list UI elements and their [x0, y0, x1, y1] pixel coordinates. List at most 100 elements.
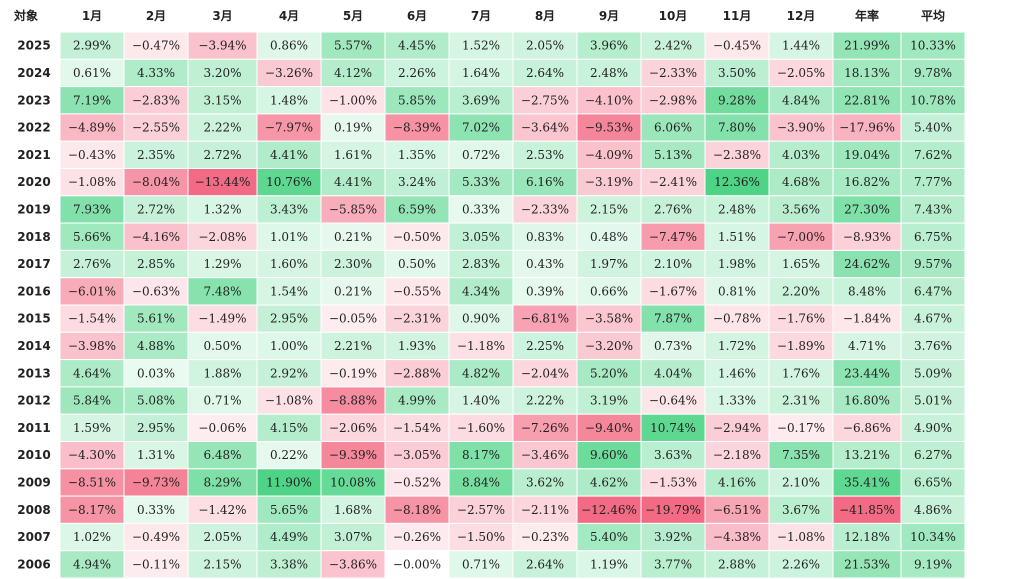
heat-cell [900, 386, 966, 415]
cell-value: 1.98% [718, 257, 756, 271]
heat-cell [256, 58, 322, 88]
cell-value: 1.72% [718, 339, 756, 353]
cell-value: 2.21% [334, 339, 372, 353]
cell-value: 8.17% [462, 448, 500, 462]
cell-value: 13.21% [844, 448, 890, 462]
heat-cell [59, 495, 125, 524]
heat-cell [768, 113, 834, 142]
cell-value: 9.19% [914, 557, 952, 571]
heat-cell [640, 222, 706, 251]
heat-cell [448, 168, 514, 197]
cell-value: 4.49% [270, 530, 308, 544]
column-header: 3月 [212, 9, 232, 23]
cell-value: 7.02% [462, 121, 500, 135]
cell-value: 4.04% [654, 366, 692, 380]
cell-value: 7.19% [73, 93, 111, 107]
cell-value: 4.33% [137, 66, 175, 80]
table-row: 2023 7.19% −2.83% 3.15% 1.48% −1.00% 5.85% 3.69… [17, 86, 966, 115]
cell-value: 3.63% [654, 448, 692, 462]
cell-value: 0.72% [462, 148, 500, 162]
cell-value: 0.03% [137, 366, 175, 380]
cell-value: −6.81% [521, 312, 569, 326]
cell-value: 1.00% [270, 339, 308, 353]
cell-value: −0.26% [393, 530, 441, 544]
heat-cell [832, 58, 902, 88]
heat-cell [448, 249, 514, 279]
heat-cell [640, 468, 706, 497]
cell-value: 4.16% [718, 475, 756, 489]
heat-cell [704, 359, 770, 388]
cell-value: 21.53% [844, 557, 890, 571]
heat-cell [576, 222, 642, 251]
cell-value: 2.64% [526, 66, 564, 80]
cell-value: 2.95% [270, 312, 308, 326]
cell-value: −8.17% [68, 503, 116, 517]
cell-value: 11.90% [266, 475, 312, 489]
cell-value: −3.90% [777, 121, 825, 135]
cell-value: 22.81% [844, 93, 890, 107]
heat-cell [187, 168, 258, 197]
cell-value: 0.22% [270, 448, 308, 462]
heat-cell [832, 468, 902, 497]
cell-value: 0.50% [398, 257, 436, 271]
heat-cell [900, 495, 966, 524]
table-row: 2018 5.66% −4.16% −2.08% 1.01% 0.21% −0.50% 3.0… [17, 222, 966, 251]
cell-value: −1.18% [457, 339, 505, 353]
cell-value: −0.50% [393, 230, 441, 244]
heat-cell [59, 86, 125, 115]
heat-cell [900, 168, 966, 197]
cell-value: 2.26% [782, 557, 820, 571]
cell-value: −8.18% [393, 503, 441, 517]
cell-value: 10.33% [910, 39, 956, 53]
heat-cell [704, 495, 770, 524]
heat-cell [512, 86, 578, 115]
corner-label: 対象 [13, 8, 38, 23]
cell-value: −1.42% [198, 503, 246, 517]
cell-value: 5.57% [334, 39, 372, 53]
heat-cell [384, 386, 450, 415]
year-label: 2024 [17, 66, 50, 80]
cell-value: 3.77% [654, 557, 692, 571]
cell-value: 4.71% [848, 339, 886, 353]
heat-cell [384, 522, 450, 552]
cell-value: −2.31% [393, 312, 441, 326]
heat-cell [187, 277, 258, 306]
heat-cell [320, 58, 386, 88]
table-row: 2012 5.84% 5.08% 0.71% −1.08% −8.88% 4.99% 1.40… [17, 386, 966, 415]
cell-value: 6.06% [654, 121, 692, 135]
heat-cell [900, 359, 966, 388]
heat-cell [384, 413, 450, 443]
heat-cell [576, 86, 642, 115]
cell-value: 2.35% [137, 148, 175, 162]
cell-value: 3.20% [203, 66, 241, 80]
heat-cell [768, 441, 834, 470]
heat-cell [187, 550, 258, 579]
heatmap-body: 2025 2.99% −0.47% −3.94% 0.86% 5.57% 4.45% 1.52… [17, 31, 966, 579]
cell-value: 10.34% [910, 530, 956, 544]
heat-cell [256, 168, 322, 197]
table-row: 2016 −6.01% −0.63% 7.48% 1.54% 0.21% −0.55% 4.3… [17, 277, 966, 306]
heat-cell [768, 468, 834, 497]
heat-cell [320, 359, 386, 388]
heat-cell [123, 31, 189, 60]
cell-value: −9.73% [132, 475, 180, 489]
cell-value: −1.67% [649, 284, 697, 298]
heat-cell [768, 86, 834, 115]
heat-cell [256, 113, 322, 142]
cell-value: 18.13% [844, 66, 890, 80]
cell-value: −0.11% [132, 557, 180, 571]
heat-cell [123, 331, 189, 361]
column-header: 6月 [407, 9, 427, 23]
cell-value: 2.22% [203, 121, 241, 135]
cell-value: 5.65% [270, 503, 308, 517]
table-row: 2007 1.02% −0.49% 2.05% 4.49% 3.07% −0.26% −1.5… [17, 522, 966, 552]
cell-value: 3.62% [526, 475, 564, 489]
cell-value: −7.26% [521, 421, 569, 435]
heat-cell [320, 222, 386, 251]
year-label: 2011 [17, 421, 50, 435]
cell-value: −9.39% [329, 448, 377, 462]
heat-cell [448, 495, 514, 524]
cell-value: −2.04% [521, 366, 569, 380]
cell-value: 8.29% [203, 475, 241, 489]
table-row: 2011 1.59% 2.95% −0.06% 4.15% −2.06% −1.54% −1.… [17, 413, 966, 443]
